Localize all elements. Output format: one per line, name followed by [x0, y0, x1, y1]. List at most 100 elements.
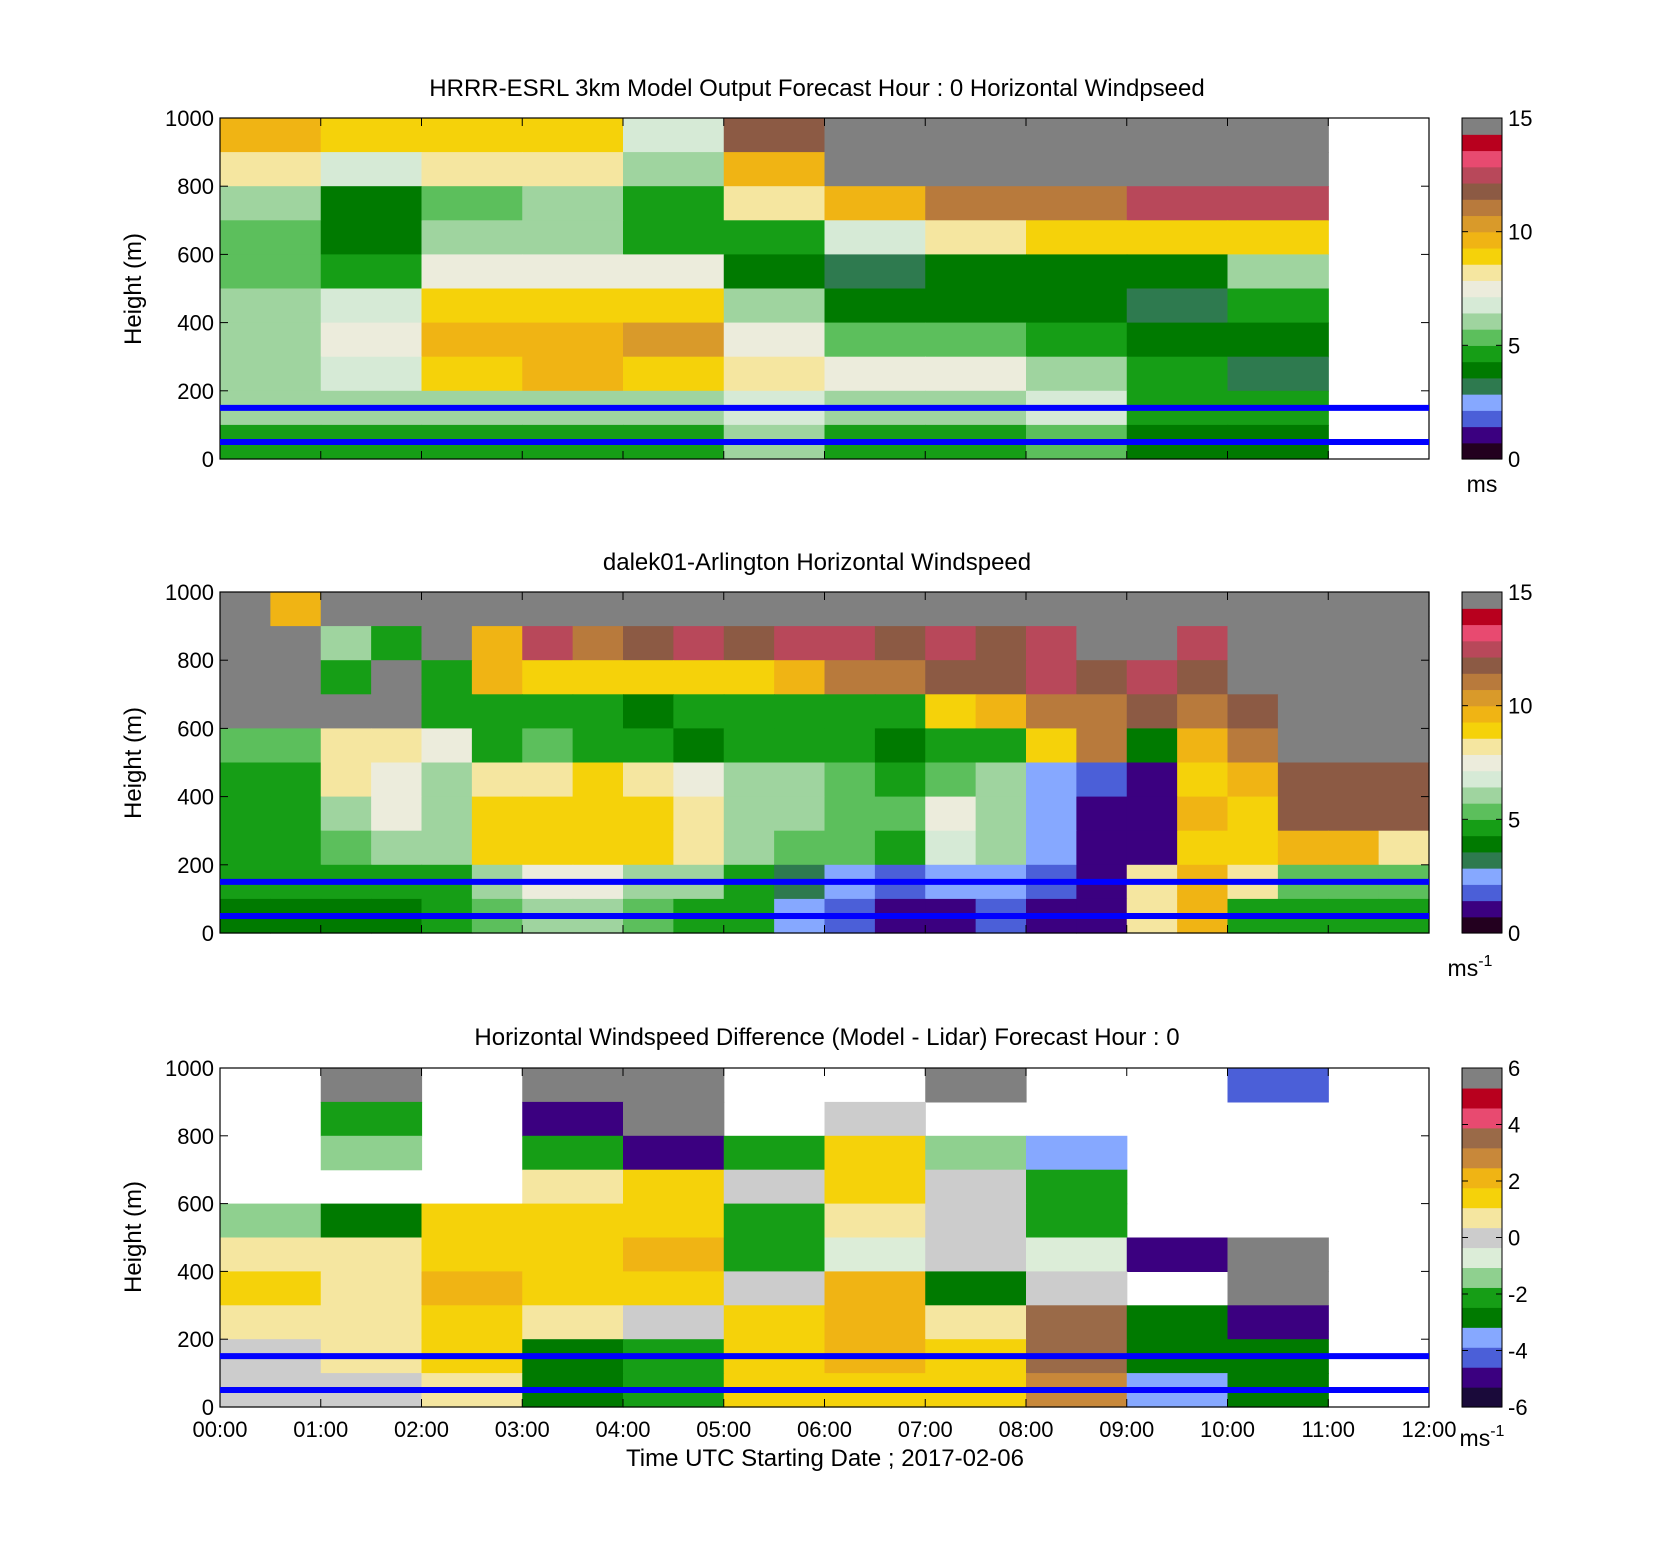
colorbar-segment: [1462, 803, 1502, 820]
heatmap-cell: [925, 660, 977, 695]
heatmap-cell: [522, 1135, 624, 1171]
heatmap-cell: [1328, 626, 1380, 661]
heatmap-cell: [572, 728, 624, 764]
heatmap-cell: [320, 220, 423, 255]
colorbar-tick-label: 0: [1508, 447, 1520, 472]
heatmap-cell: [723, 1135, 826, 1171]
heatmap-cell: [1026, 830, 1077, 866]
colorbar-segment: [1462, 689, 1502, 707]
heatmap-cell: [522, 1068, 624, 1103]
unit-exponent: -1: [1490, 1423, 1504, 1440]
colorbar-segment: [1462, 1107, 1502, 1129]
heatmap-cell: [1227, 660, 1279, 695]
heatmap-cell: [320, 288, 423, 324]
heatmap-cell: [1076, 830, 1128, 866]
heatmap-cell: [421, 660, 473, 695]
colorbar-segment: [1462, 410, 1502, 428]
y-axis-label: Height (m): [120, 233, 147, 345]
colorbar-segment: [1462, 1387, 1502, 1408]
heatmap-cell: [824, 322, 926, 358]
y-tick-label: 800: [177, 1124, 214, 1149]
colorbar-segment: [1462, 150, 1502, 168]
heatmap-cell: [925, 762, 977, 798]
heatmap-cell: [673, 762, 725, 798]
heatmap-cell: [1378, 660, 1430, 695]
heatmap-cell: [572, 626, 624, 661]
heatmap-cell: [925, 796, 977, 832]
heatmap-cells: [220, 118, 1329, 460]
heatmap-cell: [723, 152, 826, 187]
heatmap-cell: [1126, 626, 1178, 661]
heatmap-cell: [874, 762, 926, 798]
heatmap-cell: [925, 152, 1027, 187]
heatmap-cell: [220, 762, 271, 798]
heatmap-cell: [220, 186, 322, 221]
heatmap-cell: [471, 626, 523, 661]
heatmap-cell: [975, 796, 1027, 832]
heatmap-cell: [270, 592, 322, 627]
heatmap-cell: [320, 796, 372, 832]
heatmap-cell: [1076, 694, 1128, 729]
heatmap-cell: [522, 762, 574, 798]
colorbar-segment: [1462, 280, 1502, 298]
heatmap-cell: [975, 660, 1027, 695]
heatmap-cell: [421, 694, 473, 729]
heatmap-cell: [1328, 830, 1380, 866]
heatmap-cell: [371, 592, 423, 627]
heatmap-cell: [522, 322, 624, 358]
heatmap-cell: [522, 796, 574, 832]
heatmap-cell: [421, 1305, 523, 1340]
heatmap-cell: [1026, 1305, 1128, 1340]
heatmap-cell: [1026, 356, 1128, 392]
heatmap-cell: [1026, 1203, 1128, 1239]
heatmap-cell: [1177, 830, 1229, 866]
heatmap-cell: [623, 762, 674, 798]
heatmap-cell: [1026, 322, 1128, 358]
heatmap-cell: [1227, 356, 1329, 392]
colorbar: 0 5 10 15: [1461, 106, 1532, 472]
heatmap-cell: [320, 186, 423, 221]
heatmap-cell: [623, 186, 725, 221]
heatmap-cell: [522, 1169, 624, 1205]
heatmap-cell: [1177, 660, 1229, 695]
heatmap-cell: [1076, 660, 1128, 695]
heatmap-cell: [925, 254, 1027, 290]
colorbar-segment: [1462, 900, 1502, 918]
heatmap-cell: [522, 1271, 624, 1306]
colorbar-segment: [1462, 118, 1502, 135]
heatmap-cell: [572, 830, 624, 866]
heatmap-cell: [774, 694, 826, 729]
colorbar-unit: ms-1: [1460, 1423, 1505, 1451]
heatmap-cell: [320, 1271, 423, 1306]
heatmap-cell: [1026, 220, 1128, 255]
heatmap-cell: [220, 1237, 322, 1272]
heatmap-cell: [723, 660, 775, 695]
heatmap-cell: [1126, 322, 1229, 358]
heatmap-cell: [320, 356, 423, 392]
heatmap-cell: [1227, 288, 1329, 324]
heatmap-cell: [220, 830, 271, 866]
x-tick-label: 09:00: [1099, 1417, 1154, 1442]
heatmap-cell: [522, 152, 624, 187]
heatmap-cell: [1126, 796, 1178, 832]
x-axis-label: Time UTC Starting Date ; 2017-02-06: [626, 1445, 1024, 1472]
heatmap-cell: [623, 152, 725, 187]
heatmap-cell: [774, 592, 826, 627]
heatmap-cell: [975, 626, 1027, 661]
colorbar-segment: [1462, 1347, 1502, 1368]
heatmap-cell: [623, 1271, 725, 1306]
heatmap-cell: [1378, 728, 1430, 764]
heatmap-cell: [270, 830, 322, 866]
heatmap-cell: [522, 220, 624, 255]
y-tick-label: 400: [177, 1259, 214, 1284]
heatmap-cell: [874, 694, 926, 729]
panel-windspeed-difference: Horizontal Windspeed Difference (Model -…: [120, 1024, 1528, 1472]
heatmap-cell: [723, 254, 826, 290]
heatmap-cell: [874, 660, 926, 695]
colorbar-segment: [1462, 1147, 1502, 1169]
heatmap-cell: [623, 694, 674, 729]
heatmap-cell: [824, 254, 926, 290]
heatmap-cell: [522, 694, 574, 729]
heatmap-cell: [723, 592, 775, 627]
